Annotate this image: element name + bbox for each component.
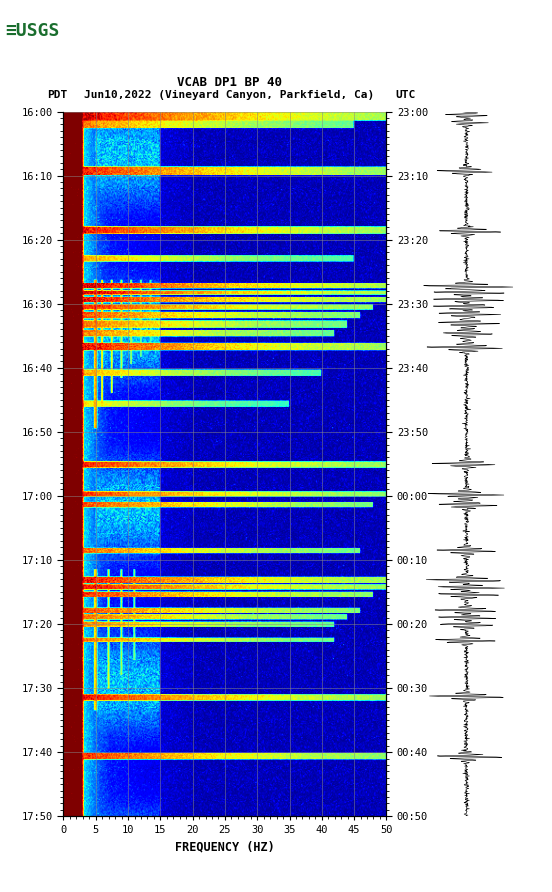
Text: UTC: UTC — [396, 90, 416, 100]
Text: PDT: PDT — [47, 90, 67, 100]
Text: Jun10,2022 (Vineyard Canyon, Parkfield, Ca): Jun10,2022 (Vineyard Canyon, Parkfield, … — [84, 90, 374, 100]
Text: VCAB DP1 BP 40: VCAB DP1 BP 40 — [177, 76, 282, 89]
Text: ≡USGS: ≡USGS — [6, 22, 60, 40]
X-axis label: FREQUENCY (HZ): FREQUENCY (HZ) — [175, 841, 275, 854]
